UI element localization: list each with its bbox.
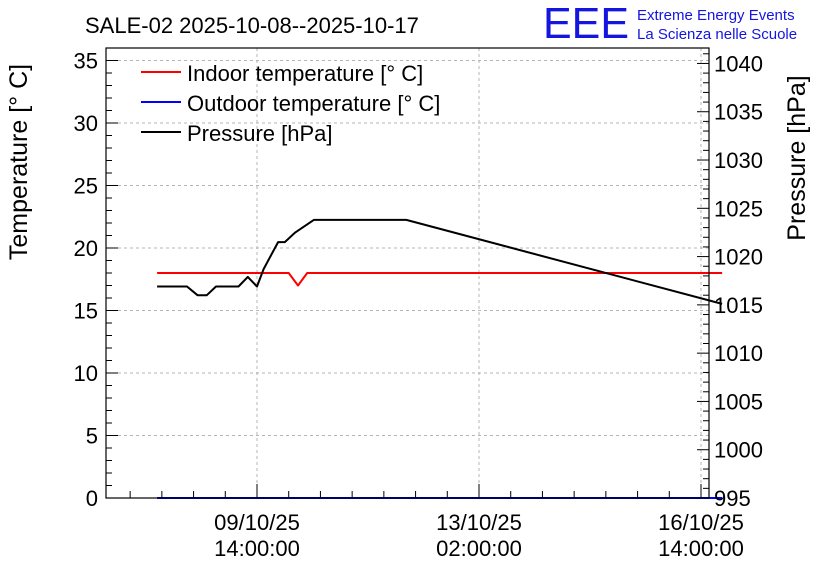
chart-title: SALE-02 2025-10-08--2025-10-17 <box>85 13 419 38</box>
y-right-tick-label: 1005 <box>714 389 763 414</box>
grid <box>106 48 709 498</box>
y-right-tick-label: 1025 <box>714 196 763 221</box>
y-left-tick-label: 15 <box>74 299 98 324</box>
y-left-tick-label: 0 <box>86 486 98 511</box>
y-right-tick-label: 1010 <box>714 341 763 366</box>
x-tick-label-time: 14:00:00 <box>214 536 300 561</box>
y-right-tick-label: 1000 <box>714 438 763 463</box>
legend-label-pressure: Pressure [hPa] <box>187 121 333 146</box>
y-right-tick-label: 1030 <box>714 148 763 173</box>
eee-logo-line1: Extreme Energy Events <box>637 7 795 24</box>
x-tick-label-time: 02:00:00 <box>436 536 522 561</box>
y-right-tick-label: 995 <box>714 486 751 511</box>
y-left-tick-label: 5 <box>86 424 98 449</box>
y-axis-left-label: Temperature [° C] <box>5 64 33 260</box>
y-right-tick-label: 1015 <box>714 293 763 318</box>
y-right-tick-label: 1020 <box>714 245 763 270</box>
series-line-indoor-temperature <box>157 272 723 287</box>
y-right-tick-label: 1035 <box>714 100 763 125</box>
legend-label-outdoor: Outdoor temperature [° C] <box>187 91 440 116</box>
y-left-tick-label: 20 <box>74 236 98 261</box>
axis-layer: 0510152025303599510001005101010151020102… <box>74 47 763 561</box>
eee-logo-line2: La Scienza nelle Scuole <box>637 26 797 43</box>
x-tick-label-date: 09/10/25 <box>214 510 300 535</box>
legend-label-indoor: Indoor temperature [° C] <box>187 61 423 86</box>
y-right-tick-label: 1040 <box>714 51 763 76</box>
x-tick-label-time: 14:00:00 <box>658 536 744 561</box>
y-left-tick-label: 25 <box>74 174 98 199</box>
y-axis-right-label: Pressure [hPa] <box>783 75 811 240</box>
x-tick-label-date: 16/10/25 <box>658 510 744 535</box>
y-left-tick-label: 10 <box>74 361 98 386</box>
y-left-tick-label: 30 <box>74 111 98 136</box>
series-line-pressure <box>157 218 723 305</box>
legend: Indoor temperature [° C] Outdoor tempera… <box>141 61 440 146</box>
eee-logo-mark: EEE <box>543 0 629 48</box>
eee-logo: EEE Extreme Energy Events La Scienza nel… <box>543 0 797 48</box>
x-tick-label-date: 13/10/25 <box>436 510 522 535</box>
y-left-tick-label: 35 <box>74 49 98 74</box>
